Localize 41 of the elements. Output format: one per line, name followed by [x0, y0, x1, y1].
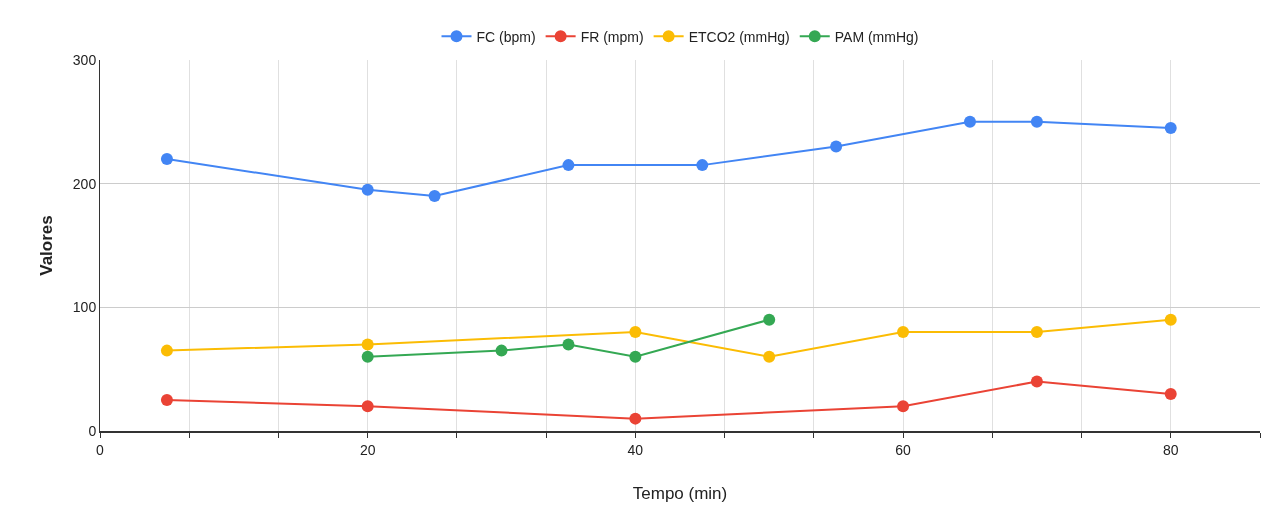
point	[629, 326, 642, 339]
point	[160, 152, 173, 165]
point	[160, 394, 173, 407]
x-tick-label: 60	[895, 441, 912, 458]
point	[361, 350, 374, 363]
point	[361, 183, 374, 196]
legend-label: FC (bpm)	[476, 28, 536, 45]
point	[160, 344, 173, 357]
point	[897, 400, 910, 413]
x-tick-label: 20	[359, 441, 376, 458]
point	[428, 190, 441, 203]
point	[629, 350, 642, 363]
legend-label: FR (mpm)	[580, 28, 644, 45]
y-tick-label: 200	[72, 175, 97, 192]
point	[562, 159, 575, 172]
legend-label: ETCO2 (mmHg)	[688, 28, 790, 45]
point	[763, 313, 776, 326]
x-tick-label: 40	[627, 441, 644, 458]
point	[495, 344, 508, 357]
x-tick-label: 80	[1162, 441, 1179, 458]
point	[361, 338, 374, 351]
point	[1164, 387, 1177, 400]
point	[1164, 122, 1177, 135]
point	[763, 350, 776, 363]
point	[1030, 375, 1043, 388]
point	[1164, 313, 1177, 326]
y-tick-label: 100	[72, 299, 97, 316]
point	[1030, 326, 1043, 339]
point	[1030, 115, 1043, 128]
y-tick-label: 300	[72, 51, 97, 68]
point	[361, 400, 374, 413]
y-axis-title: Valores	[37, 215, 57, 276]
x-axis-title: Tempo (min)	[632, 483, 728, 503]
legend-label: PAM (mmHg)	[834, 28, 919, 45]
point	[963, 115, 976, 128]
point	[562, 338, 575, 351]
y-tick-label: 0	[88, 422, 97, 439]
point	[830, 140, 843, 153]
point	[696, 159, 709, 172]
point	[897, 326, 910, 339]
point	[629, 412, 642, 425]
